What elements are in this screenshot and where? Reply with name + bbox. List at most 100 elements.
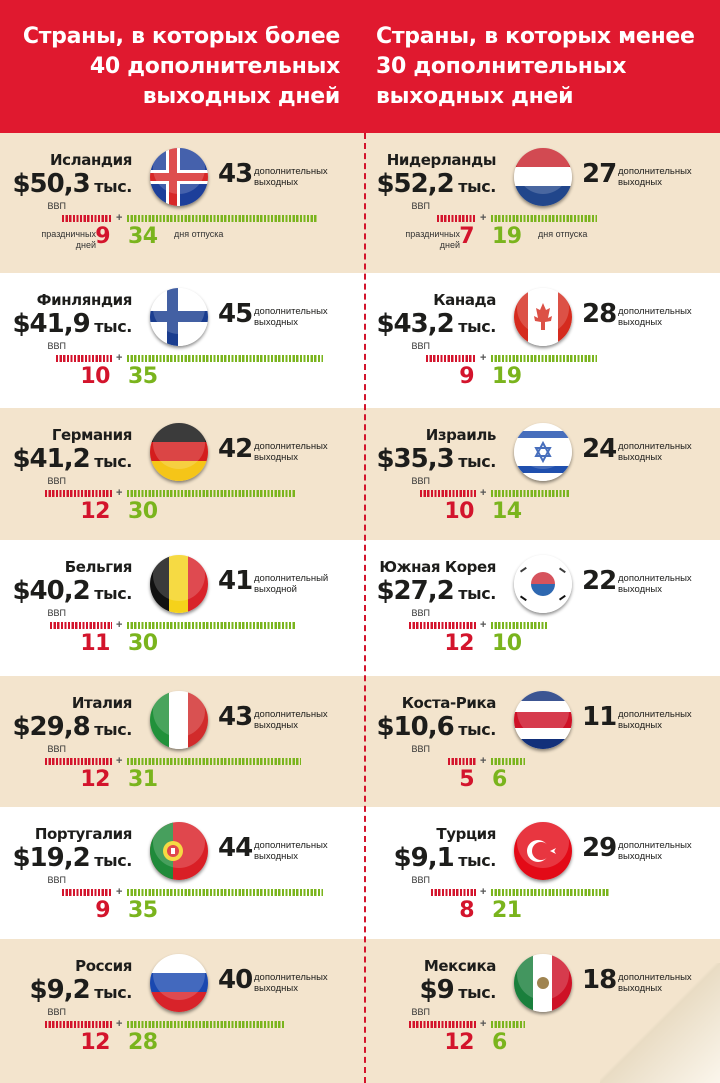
total-days-label: дополнительный выходной [254, 573, 329, 595]
country-name: Бельгия [64, 558, 133, 576]
country-cell: Коста-Рика $10,6 тыс. ВВП 11 дополнитель… [364, 676, 720, 807]
right-column-title: Страны, в которых менее 30 дополнительны… [376, 24, 695, 109]
country-name: Исландия [50, 151, 132, 169]
country-row: Финляндия $41,9 тыс. ВВП 45 дополнительн… [0, 273, 720, 408]
plus-sign: + [116, 886, 123, 898]
gdp-value: $35,3 тыс. [376, 444, 496, 474]
country-row: Исландия $50,3 тыс. ВВП 43 дополнительны… [0, 133, 720, 273]
holidays-count: 8 [459, 898, 474, 923]
total-days: 42 [218, 434, 253, 464]
vacation-bar [491, 622, 547, 629]
plus-sign: + [480, 212, 487, 224]
gdp-value: $43,2 тыс. [376, 309, 496, 339]
country-cell: Россия $9,2 тыс. ВВП 40 дополнительных в… [0, 939, 364, 1083]
vacation-count: 30 [128, 631, 158, 656]
gdp-value: $50,3 тыс. [12, 169, 132, 199]
gdp-value: $27,2 тыс. [376, 576, 496, 606]
country-name: Турция [436, 825, 496, 843]
country-name: Германия [51, 426, 133, 444]
vacation-label: дня отпуска [174, 229, 224, 239]
vacation-bar [491, 215, 598, 222]
vacation-bar [127, 1021, 284, 1028]
plus-sign: + [480, 619, 487, 631]
holidays-bar [56, 355, 112, 362]
vacation-count: 34 [128, 224, 158, 249]
gdp-label: ВВП [47, 476, 66, 486]
holidays-count: 9 [95, 898, 110, 923]
holidays-count: 10 [444, 499, 474, 524]
country-cell: Исландия $50,3 тыс. ВВП 43 дополнительны… [0, 133, 364, 273]
holidays-bar [44, 758, 112, 765]
country-name: Коста-Рика [401, 694, 497, 712]
country-name: Финляндия [36, 291, 133, 309]
total-days-label: дополнительных выходных [254, 441, 328, 463]
holidays-bar [425, 355, 476, 362]
plus-sign: + [116, 212, 123, 224]
holidays-bar [61, 889, 112, 896]
country-rows: Исландия $50,3 тыс. ВВП 43 дополнительны… [0, 133, 720, 1083]
vacation-bar [127, 889, 323, 896]
country-row: Италия $29,8 тыс. ВВП 43 дополнительных … [0, 676, 720, 807]
holidays-count: 9 [459, 364, 474, 389]
left-column-title: Страны, в которых более 40 дополнительны… [22, 24, 340, 109]
country-name: Израиль [425, 426, 497, 444]
holidays-count: 12 [80, 767, 110, 792]
vacation-count: 31 [128, 767, 158, 792]
holidays-count: 12 [444, 631, 474, 656]
gdp-label: ВВП [411, 1007, 430, 1017]
country-row: Бельгия $40,2 тыс. ВВП 41 дополнительный… [0, 540, 720, 676]
holidays-bar [408, 622, 476, 629]
vacation-bar [127, 490, 295, 497]
holidays-bar [448, 758, 476, 765]
total-days-label: дополнительных выходных [254, 840, 328, 862]
gdp-value: $19,2 тыс. [12, 843, 132, 873]
total-days-label: дополнительных выходных [254, 166, 328, 188]
gdp-value: $41,9 тыс. [12, 309, 132, 339]
gdp-label: ВВП [411, 744, 430, 754]
vacation-bar [127, 215, 318, 222]
vacation-bar [491, 355, 598, 362]
country-cell: Италия $29,8 тыс. ВВП 43 дополнительных … [0, 676, 364, 807]
total-days: 27 [582, 159, 617, 189]
russia-flag [150, 954, 208, 1012]
costa-rica-flag [514, 691, 572, 749]
country-name: Мексика [423, 957, 497, 975]
gdp-label: ВВП [47, 744, 66, 754]
column-divider [364, 133, 366, 1083]
total-days: 40 [218, 965, 253, 995]
holidays-count: 10 [80, 364, 110, 389]
gdp-value: $29,8 тыс. [12, 712, 132, 742]
gdp-label: ВВП [47, 608, 66, 618]
country-cell: Германия $41,2 тыс. ВВП 42 дополнительны… [0, 408, 364, 540]
vacation-bar [491, 490, 570, 497]
holidays-count: 12 [444, 1030, 474, 1055]
country-cell: Португалия $19,2 тыс. ВВП 44 дополнитель… [0, 807, 364, 939]
gdp-value: $40,2 тыс. [12, 576, 132, 606]
holidays-bar [61, 215, 112, 222]
vacation-count: 28 [128, 1030, 158, 1055]
country-name: Нидерланды [386, 151, 497, 169]
plus-sign: + [480, 755, 487, 767]
country-cell: Южная Корея $27,2 тыс. ВВП 22 дополнител… [364, 540, 720, 676]
south-korea-flag [514, 555, 572, 613]
total-days: 28 [582, 299, 617, 329]
total-days: 45 [218, 299, 253, 329]
mexico-flag [514, 954, 572, 1012]
gdp-label: ВВП [411, 608, 430, 618]
holidays-count: 12 [80, 1030, 110, 1055]
country-cell: Канада $43,2 тыс. ВВП 28 дополнительных … [364, 273, 720, 408]
total-days-label: дополнительных выходных [618, 441, 692, 463]
gdp-label: ВВП [47, 875, 66, 885]
israel-flag [514, 423, 572, 481]
holidays-bar [50, 622, 112, 629]
vacation-bar [491, 889, 609, 896]
belgium-flag [150, 555, 208, 613]
gdp-value: $9,2 тыс. [29, 975, 133, 1005]
vacation-count: 19 [492, 224, 522, 249]
country-cell: Турция $9,1 тыс. ВВП 29 дополнительных в… [364, 807, 720, 939]
gdp-value: $52,2 тыс. [376, 169, 496, 199]
gdp-label: ВВП [411, 201, 430, 211]
plus-sign: + [116, 487, 123, 499]
country-name: Россия [75, 957, 132, 975]
holidays-count: 12 [80, 499, 110, 524]
